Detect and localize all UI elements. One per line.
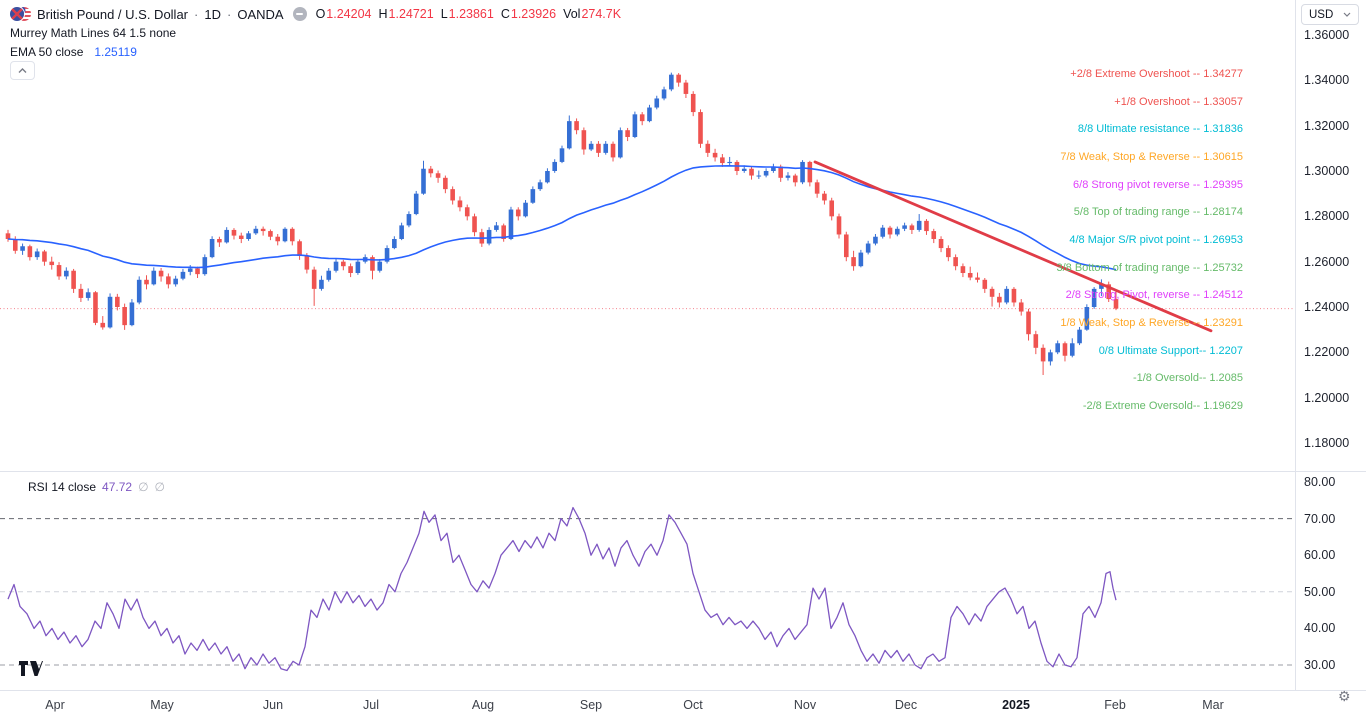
- murrey-level-label: 1/8 Weak, Stop & Reverse -- 1.23291: [1060, 317, 1243, 330]
- murrey-level-label: 7/8 Weak, Stop & Reverse -- 1.30615: [1060, 151, 1243, 164]
- murrey-indicator-title: Murrey Math Lines 64 1.5 none: [10, 26, 177, 40]
- murrey-level-label: 5/8 Top of trading range -- 1.28174: [1073, 206, 1243, 219]
- rsi-empty-value-icon: ∅: [138, 480, 149, 494]
- rsi-axis-label: 40.00: [1304, 621, 1336, 636]
- time-axis-label: Feb: [1104, 698, 1126, 712]
- time-axis-label: Aug: [471, 698, 495, 712]
- open-value: 1.24204: [326, 7, 372, 21]
- low-label: L: [440, 7, 448, 21]
- murrey-level-label: 4/8 Major S/R pivot point -- 1.26953: [1069, 234, 1243, 247]
- separator: ·: [194, 6, 199, 22]
- symbol-legend-row[interactable]: British Pound / U.S. Dollar · 1D · OANDA…: [10, 5, 621, 23]
- collapse-legend-button[interactable]: [10, 61, 35, 80]
- low-value: 1.23861: [448, 7, 494, 21]
- price-axis-label: 1.28000: [1304, 209, 1350, 224]
- volume-label: Vol: [563, 7, 581, 21]
- price-axis-label: 1.18000: [1304, 436, 1350, 450]
- close-label: C: [500, 7, 510, 21]
- high-value: 1.24721: [388, 7, 434, 21]
- price-axis-label: 1.34000: [1304, 73, 1350, 88]
- time-axis-label: May: [150, 698, 174, 712]
- currency-pair-icon: [10, 6, 32, 22]
- time-axis-label: Mar: [1202, 698, 1224, 712]
- symbol-title: British Pound / U.S. Dollar: [37, 6, 189, 22]
- rsi-axis-label: 30.00: [1304, 658, 1336, 672]
- time-axis-label: Jul: [363, 698, 379, 712]
- murrey-level-label: 2/8 Strong, Pivot, reverse -- 1.24512: [1065, 289, 1243, 302]
- market-status-icon: [292, 7, 307, 21]
- settings-gear-icon[interactable]: ⚙: [1338, 688, 1351, 704]
- currency-unit-label: USD: [1309, 8, 1334, 21]
- murrey-indicator-row[interactable]: Murrey Math Lines 64 1.5 none: [10, 24, 621, 42]
- time-axis[interactable]: Apr May Jun Jul Aug Sep Oct Nov Dec 2025 Feb Mar: [0, 691, 1366, 717]
- close-value: 1.23926: [510, 7, 557, 21]
- murrey-level-label: -1/8 Oversold-- 1.2085: [1132, 372, 1243, 385]
- chevron-up-icon: [18, 67, 27, 73]
- ema-indicator-title: EMA 50 close: [10, 45, 84, 59]
- ema-indicator-value: 1.25119: [94, 45, 137, 59]
- price-axis-label: 1.24000: [1304, 300, 1350, 314]
- rsi-axis-label: 70.00: [1304, 511, 1336, 526]
- price-axis-label: 1.20000: [1304, 390, 1350, 405]
- price-axis-label: 1.30000: [1304, 164, 1350, 178]
- time-axis-label: Jun: [262, 698, 284, 712]
- time-axis-label: Dec: [894, 698, 918, 712]
- interval-label: 1D: [204, 6, 221, 22]
- murrey-level-label: +1/8 Overshoot -- 1.33057: [1114, 95, 1243, 108]
- price-axis-label: 1.36000: [1304, 28, 1350, 42]
- time-axis-label: Nov: [793, 698, 817, 712]
- rsi-axis-label: 60.00: [1304, 548, 1336, 563]
- separator: ·: [226, 6, 232, 22]
- rsi-empty-value-icon: ∅: [154, 480, 165, 494]
- price-axis-label: 1.32000: [1304, 118, 1350, 133]
- exchange-label: OANDA: [237, 6, 284, 22]
- murrey-level-label: 8/8 Ultimate resistance -- 1.31836: [1077, 123, 1243, 136]
- price-axis-label: 1.22000: [1304, 345, 1350, 360]
- time-axis-label: 2025: [1002, 698, 1030, 712]
- tradingview-logo[interactable]: [18, 660, 44, 682]
- high-label: H: [378, 7, 388, 21]
- time-axis-label: Oct: [683, 698, 703, 712]
- time-axis-label: Apr: [45, 698, 65, 712]
- uk-flag-icon: [10, 6, 24, 21]
- rsi-axis-label: 80.00: [1304, 475, 1336, 489]
- volume-value: 274.7K: [581, 7, 622, 21]
- currency-unit-button[interactable]: USD: [1301, 4, 1359, 25]
- murrey-level-label: +2/8 Extreme Overshoot -- 1.34277: [1070, 68, 1243, 81]
- time-axis-label: Sep: [579, 698, 603, 712]
- murrey-level-label: 6/8 Strong pivot reverse -- 1.29395: [1073, 178, 1243, 191]
- rsi-indicator-value: 47.72: [102, 480, 133, 494]
- chevron-down-icon: [1343, 12, 1351, 17]
- ema-indicator-row[interactable]: EMA 50 close 1.25119: [10, 43, 621, 61]
- ohlc-values: O1.24204 H1.24721 L1.23861 C1.23926 Vol2…: [316, 7, 622, 21]
- murrey-level-label: 0/8 Ultimate Support-- 1.2207: [1098, 344, 1243, 357]
- price-axis[interactable]: USD 1.36000 1.34000 1.32000 1.30000 1.28000 1…: [1296, 0, 1366, 690]
- rsi-legend-row[interactable]: RSI 14 close 47.72 ∅ ∅: [28, 480, 165, 494]
- rsi-axis-label: 50.00: [1304, 584, 1336, 599]
- chart-legend: British Pound / U.S. Dollar · 1D · OANDA…: [10, 5, 621, 61]
- open-label: O: [315, 7, 326, 21]
- murrey-level-label: 3/8 Bottom of trading range -- 1.25732: [1056, 261, 1243, 274]
- price-axis-label: 1.26000: [1304, 254, 1350, 269]
- rsi-indicator-title: RSI 14 close: [28, 480, 97, 494]
- murrey-level-label: -2/8 Extreme Oversold-- 1.19629: [1082, 400, 1243, 413]
